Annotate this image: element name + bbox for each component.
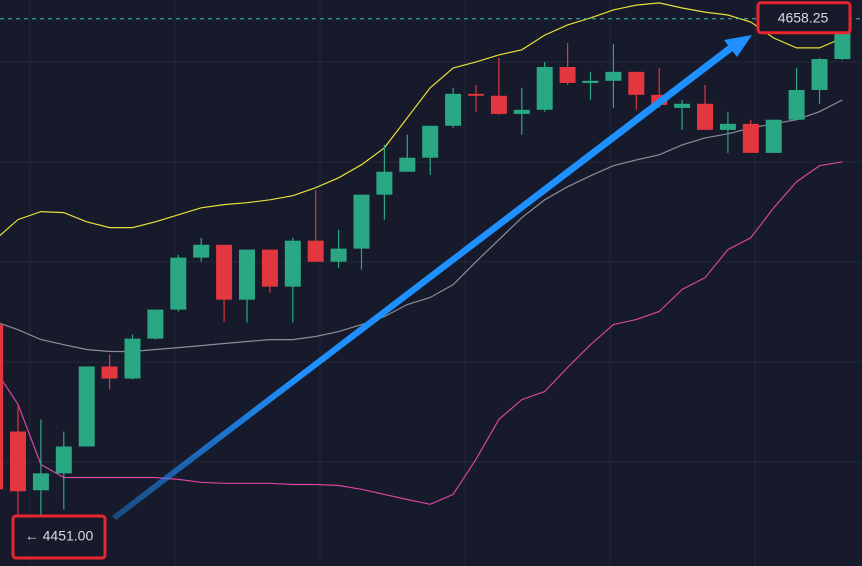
candle-body [32,473,49,491]
candle-body [788,89,805,120]
candle-body [834,29,851,60]
price-label: ← 4451.00 [25,528,94,544]
candle-body [170,257,187,310]
candle-body [307,240,324,262]
candle-body [376,171,393,195]
price-label: 4658.25 [778,9,829,25]
candle-body [468,93,484,96]
candle-body [811,59,828,90]
candle-body [582,80,599,83]
price-label-box [11,514,107,560]
candle-body [536,67,553,110]
candle-body [147,309,164,339]
candle-body [78,366,95,447]
candle-body [628,71,645,95]
candle-body [422,125,439,158]
price-label-box [756,1,852,35]
candle-body [353,194,370,249]
candle-body [216,244,233,300]
candle-body [674,103,691,108]
candle-body [0,324,4,490]
candle-body [445,93,462,126]
candle-body [239,249,255,300]
band-line [0,2,843,237]
candle-body [513,109,530,114]
candle-body [330,248,347,262]
band-line [0,99,843,353]
candle-body [101,366,118,379]
candle-body [697,103,713,130]
candle-body [193,244,210,258]
candle-body [605,71,622,81]
candle-body [124,338,141,379]
candle-body [261,249,278,287]
trend-arrow [112,35,752,520]
candle-body [719,123,736,130]
candle-body [399,157,416,172]
candle-body [559,67,576,83]
candle-body [10,431,26,492]
band-line [0,161,843,505]
candle-body [490,95,507,114]
candle-body [284,240,301,287]
candle-body [765,119,782,153]
candle-body [55,446,72,474]
candle-body [742,123,759,153]
